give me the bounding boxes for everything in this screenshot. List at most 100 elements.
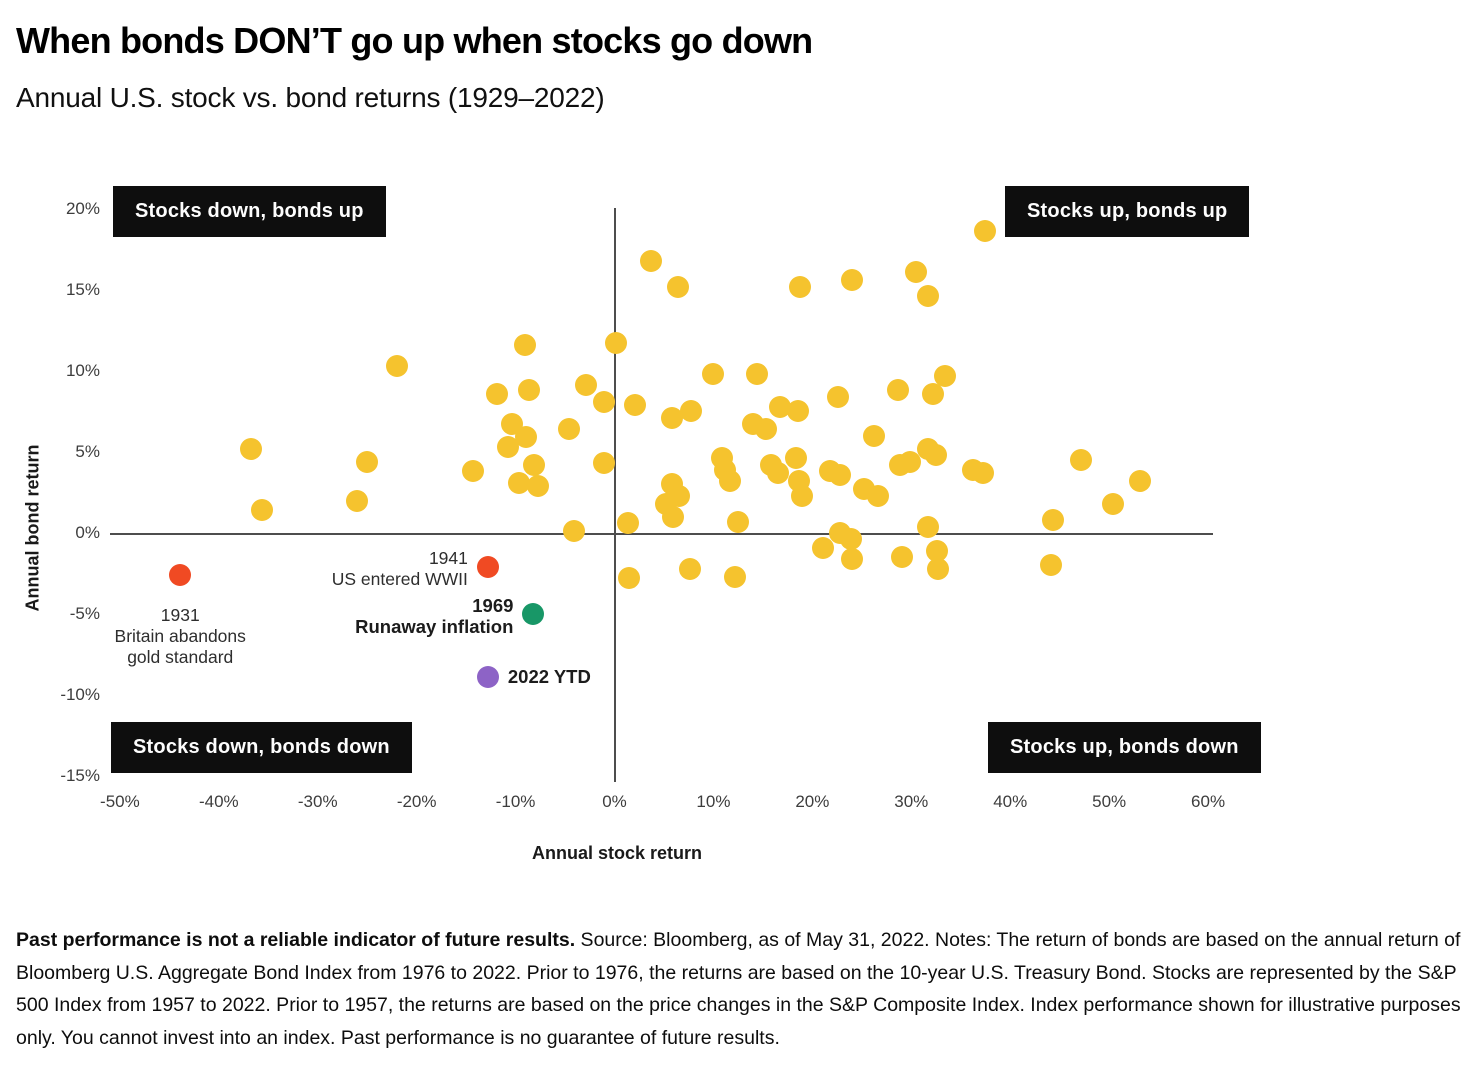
data-point [887, 379, 910, 402]
data-point [786, 400, 809, 423]
data-point [1128, 470, 1151, 493]
y-axis-zero-line [614, 208, 616, 782]
y-tick-label: 15% [65, 279, 100, 299]
x-axis-zero-line [110, 533, 1213, 535]
y-tick-label: -5% [69, 604, 100, 624]
data-point [917, 285, 940, 308]
data-point [476, 666, 499, 689]
data-point [592, 390, 615, 413]
footnote-bold-lead: Past performance is not a reliable indic… [16, 929, 576, 951]
data-point [1039, 554, 1062, 577]
annotation-label: 2022 YTD [507, 666, 591, 688]
data-point [574, 374, 597, 397]
data-point [518, 379, 541, 402]
quadrant-label-stocks-down-bonds-up: Stocks down, bonds up [113, 186, 386, 237]
data-point [702, 363, 725, 386]
data-point [905, 261, 928, 284]
footnote: Past performance is not a reliable indic… [16, 924, 1468, 1054]
data-point [829, 463, 852, 486]
data-point [899, 450, 922, 473]
y-tick-label: 5% [75, 441, 100, 461]
data-point [839, 528, 862, 551]
data-point [558, 418, 580, 441]
annotation-label: 1969 Runaway inflation [355, 595, 514, 638]
data-point [523, 453, 546, 476]
data-point [891, 546, 914, 569]
data-point [507, 471, 530, 494]
data-point [485, 382, 508, 405]
data-point [791, 484, 814, 507]
data-point [789, 275, 812, 298]
data-point [862, 424, 885, 447]
x-tick-label: -30% [297, 792, 338, 811]
data-point [812, 536, 835, 559]
data-point [922, 382, 945, 405]
x-tick-label: 0% [602, 792, 627, 811]
annotation-label: 1931 Britain abandons gold standard [114, 605, 246, 668]
x-tick-label: 40% [993, 792, 1028, 811]
data-point [522, 603, 545, 626]
data-point [754, 418, 777, 441]
data-point [660, 406, 683, 429]
data-point [926, 557, 949, 580]
page-subtitle: Annual U.S. stock vs. bond returns (1929… [16, 82, 605, 113]
data-point [840, 547, 863, 570]
data-point [618, 567, 641, 590]
footnote-text: Source: Bloomberg, as of May 31, 2022. N… [16, 929, 1461, 1049]
data-point [169, 564, 192, 587]
x-tick-label: 50% [1092, 792, 1127, 811]
data-point [624, 393, 647, 416]
data-point [1102, 492, 1125, 515]
data-point [933, 364, 956, 387]
data-point [917, 515, 940, 538]
data-point [617, 512, 640, 535]
data-point [667, 484, 690, 507]
data-point [346, 489, 369, 512]
quadrant-label-stocks-down-bonds-down: Stocks down, bonds down [111, 722, 412, 773]
data-point [866, 484, 889, 507]
data-point [251, 499, 274, 522]
page-title: When bonds DON’T go up when stocks go do… [16, 20, 813, 61]
y-axis-title: Annual bond return [22, 444, 43, 612]
data-point [766, 462, 789, 485]
x-tick-label: 20% [795, 792, 830, 811]
y-tick-label: 10% [65, 360, 100, 380]
data-point [562, 520, 585, 543]
data-point [827, 385, 850, 408]
data-point [679, 400, 702, 423]
y-tick-label: -15% [60, 766, 100, 786]
data-point [972, 462, 995, 485]
data-point [784, 447, 807, 470]
data-point [240, 437, 263, 460]
data-point [724, 565, 747, 588]
x-tick-label: 10% [696, 792, 731, 811]
x-tick-label: -10% [495, 792, 536, 811]
data-point [527, 474, 550, 497]
y-tick-label: 0% [75, 522, 100, 542]
data-point [666, 275, 689, 298]
data-point [592, 452, 615, 475]
data-point [719, 470, 742, 493]
x-tick-label: -40% [198, 792, 239, 811]
data-point [840, 269, 863, 292]
data-point [678, 557, 701, 580]
data-point [605, 332, 628, 355]
x-tick-label: 60% [1191, 792, 1226, 811]
annotation-label: 1941 US entered WWII [331, 548, 468, 590]
x-tick-label: 30% [894, 792, 929, 811]
data-point [385, 355, 408, 378]
data-point [925, 444, 947, 467]
quadrant-label-stocks-up-bonds-up: Stocks up, bonds up [1005, 186, 1250, 237]
data-point [462, 460, 485, 483]
data-point [514, 333, 537, 356]
data-point [661, 505, 684, 528]
y-tick-label: -10% [60, 685, 100, 705]
data-point [1070, 449, 1093, 472]
data-point [727, 510, 750, 533]
data-point [515, 426, 538, 449]
data-point [640, 249, 663, 272]
data-point [476, 556, 499, 579]
y-tick-label: 20% [65, 198, 100, 218]
data-point [496, 436, 519, 459]
